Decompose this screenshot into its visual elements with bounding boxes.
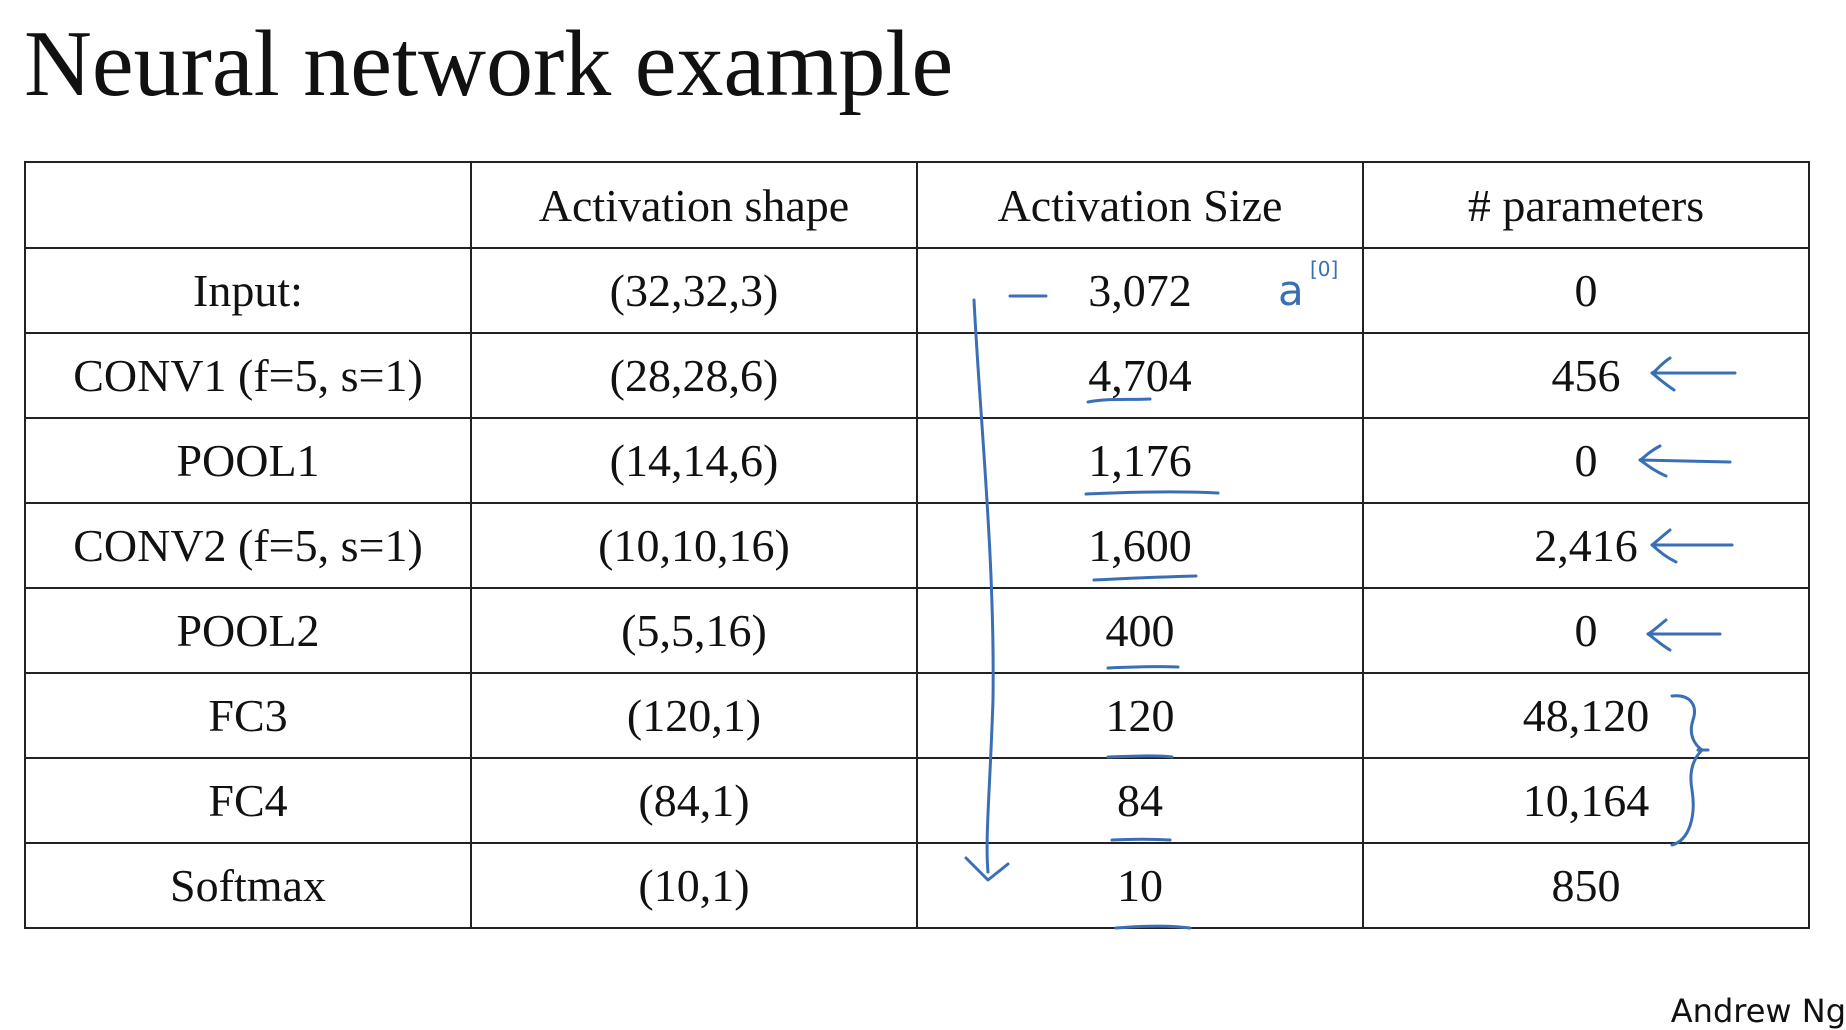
table-row: Input: (32,32,3) 3,072 0 <box>24 247 1810 334</box>
table-row: Softmax (10,1) 10 850 <box>24 842 1810 929</box>
parameters-cell: 456 <box>1362 332 1810 419</box>
activation-shape-cell: (28,28,6) <box>470 332 918 419</box>
parameters-cell: 2,416 <box>1362 502 1810 589</box>
activation-size-cell: 4,704 <box>916 332 1364 419</box>
table-row: CONV1 (f=5, s=1) (28,28,6) 4,704 456 <box>24 332 1810 419</box>
activation-shape-cell: (5,5,16) <box>470 587 918 674</box>
activation-shape-cell: (10,1) <box>470 842 918 929</box>
header-layer <box>24 161 472 249</box>
parameters-cell: 48,120 <box>1362 672 1810 759</box>
parameters-cell: 0 <box>1362 417 1810 504</box>
table-row: POOL1 (14,14,6) 1,176 0 <box>24 417 1810 504</box>
table-row: FC3 (120,1) 120 48,120 <box>24 672 1810 759</box>
parameters-cell: 0 <box>1362 247 1810 334</box>
header-row: Activation shape Activation Size # param… <box>24 161 1810 249</box>
layer-name-cell: POOL2 <box>24 587 472 674</box>
activation-size-cell: 1,600 <box>916 502 1364 589</box>
layer-name-cell: CONV2 (f=5, s=1) <box>24 502 472 589</box>
table-row: POOL2 (5,5,16) 400 0 <box>24 587 1810 674</box>
author-credit: Andrew Ng <box>1670 992 1846 1030</box>
activation-size-cell: 10 <box>916 842 1364 929</box>
activation-shape-cell: (84,1) <box>470 757 918 844</box>
layer-name-cell: CONV1 (f=5, s=1) <box>24 332 472 419</box>
activation-size-cell: 3,072 <box>916 247 1364 334</box>
parameters-cell: 10,164 <box>1362 757 1810 844</box>
table-row: CONV2 (f=5, s=1) (10,10,16) 1,600 2,416 <box>24 502 1810 589</box>
activation-shape-cell: (120,1) <box>470 672 918 759</box>
activation-shape-cell: (14,14,6) <box>470 417 918 504</box>
header-parameters: # parameters <box>1362 161 1810 249</box>
layer-name-cell: POOL1 <box>24 417 472 504</box>
activation-shape-cell: (32,32,3) <box>470 247 918 334</box>
activation-shape-cell: (10,10,16) <box>470 502 918 589</box>
activation-size-cell: 84 <box>916 757 1364 844</box>
activation-size-cell: 120 <box>916 672 1364 759</box>
activation-size-cell: 400 <box>916 587 1364 674</box>
layer-name-cell: FC3 <box>24 672 472 759</box>
table-row: FC4 (84,1) 84 10,164 <box>24 757 1810 844</box>
activation-size-cell: 1,176 <box>916 417 1364 504</box>
header-activation-size: Activation Size <box>916 161 1364 249</box>
layer-name-cell: FC4 <box>24 757 472 844</box>
layer-name-cell: Softmax <box>24 842 472 929</box>
slide-title: Neural network example <box>24 12 954 116</box>
layer-name-cell: Input: <box>24 247 472 334</box>
parameters-cell: 0 <box>1362 587 1810 674</box>
header-activation-shape: Activation shape <box>470 161 918 249</box>
network-table: Activation shape Activation Size # param… <box>24 161 1810 929</box>
parameters-cell: 850 <box>1362 842 1810 929</box>
